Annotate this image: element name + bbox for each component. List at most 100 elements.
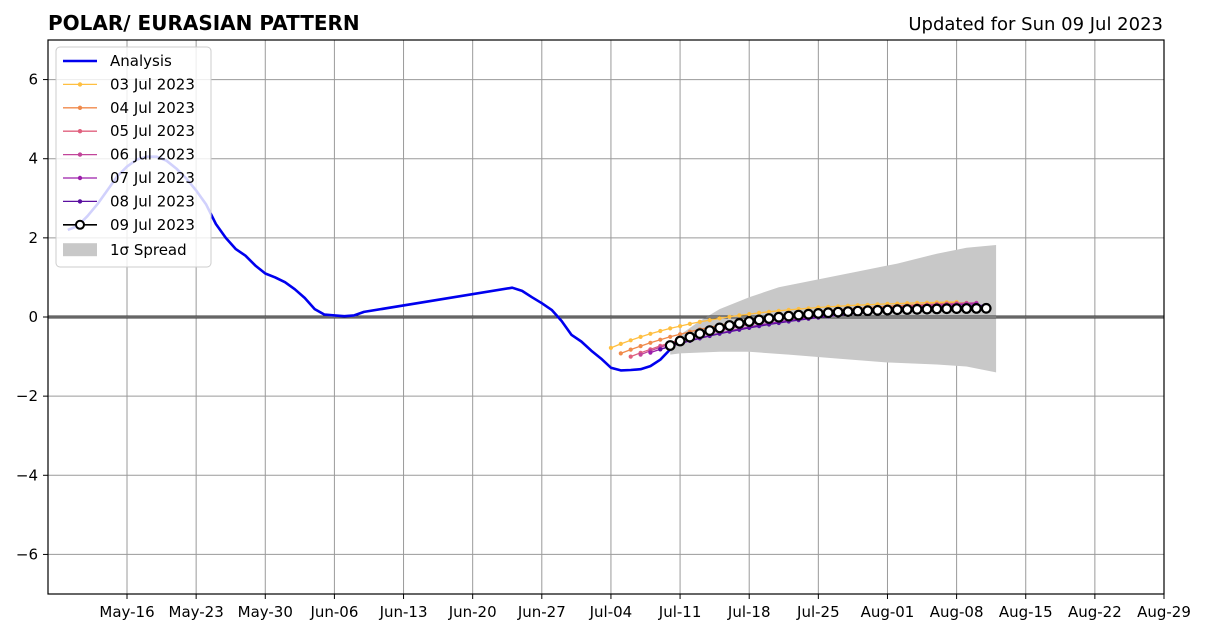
forecast-point-0-15 [756, 310, 762, 315]
legend: Analysis 03 Jul 2023 04 Jul 2023 05 Jul 202… [55, 46, 212, 268]
x-tick-label-10: Jul-25 [796, 603, 840, 621]
forecast-series [608, 299, 992, 359]
forecast-point-6-0 [664, 340, 676, 351]
forecast-point-0-0 [608, 345, 614, 350]
x-axis-ticks: May-16 May-23 May-30 Jun-06 Jun-13 Jun-20 Jun-… [99, 594, 1191, 621]
forecast-point-6-17 [832, 306, 844, 318]
forecast-point-0-11 [717, 316, 722, 321]
forecast-point-0-12 [727, 314, 732, 319]
forecast-point-6-3 [694, 328, 706, 340]
x-tick-label-1: May-23 [169, 603, 224, 621]
x-tick-label-14: Aug-22 [1068, 603, 1122, 621]
x-tick-label-15: Aug-29 [1137, 603, 1191, 621]
y-axis-ticks: 6 4 2 0 −2 −4 −6 [16, 71, 48, 563]
forecast-point-1-1 [628, 347, 633, 352]
legend-label-6: 09 Jul 2023 [110, 216, 195, 234]
forecast-point-6-30 [961, 303, 972, 314]
legend-label-4: 07 Jul 2023 [110, 169, 195, 187]
legend-swatch-marker-0 [77, 82, 83, 87]
forecast-point-6-31 [971, 303, 982, 314]
legend-swatch-marker-1 [77, 105, 83, 110]
y-tick-label-5: −4 [16, 466, 38, 484]
forecast-point-6-25 [911, 303, 923, 315]
y-tick-label-1: 4 [28, 150, 38, 168]
legend-swatch-marker-3 [77, 152, 83, 157]
x-tick-label-4: Jun-13 [379, 603, 428, 621]
forecast-point-0-9 [697, 319, 702, 324]
y-tick-label-2: 2 [28, 229, 38, 247]
legend-label-5: 08 Jul 2023 [110, 192, 195, 210]
x-tick-label-9: Jul-18 [727, 603, 771, 621]
forecast-point-6-22 [882, 304, 893, 316]
x-tick-label-0: May-16 [99, 603, 154, 621]
forecast-6 [664, 302, 992, 351]
forecast-point-0-10 [707, 317, 712, 323]
forecast-point-0-4 [648, 331, 653, 336]
forecast-point-6-16 [822, 307, 834, 319]
chart-subtitle: Updated for Sun 09 Jul 2023 [908, 14, 1163, 35]
forecast-point-6-2 [684, 331, 696, 343]
y-tick-label-4: −2 [16, 387, 38, 405]
forecast-point-6-8 [743, 316, 755, 327]
forecast-point-0-6 [668, 326, 673, 331]
spread-area [670, 245, 997, 373]
forecast-point-6-14 [803, 308, 814, 320]
zero-line [48, 315, 1164, 319]
forecast-point-3-0 [638, 352, 643, 357]
forecast-point-6-27 [931, 303, 943, 315]
forecast-point-6-23 [891, 304, 903, 316]
forecast-point-6-28 [941, 303, 953, 315]
forecast-point-0-16 [766, 309, 772, 314]
x-tick-label-3: Jun-06 [309, 603, 358, 621]
forecast-point-6-11 [773, 311, 785, 323]
chart-title: POLAR/ EURASIAN PATTERN [48, 11, 360, 35]
forecast-point-6-6 [724, 320, 735, 331]
x-tick-label-13: Aug-15 [999, 603, 1053, 621]
forecast-point-0-14 [747, 311, 752, 317]
forecast-point-6-24 [901, 304, 913, 315]
forecast-point-1-0 [618, 351, 623, 356]
x-tick-label-2: May-30 [238, 603, 293, 621]
forecast-point-0-5 [658, 328, 663, 334]
legend-label-1: 04 Jul 2023 [110, 99, 195, 117]
legend-label-spread: 1σ Spread [110, 241, 187, 259]
forecast-point-4-0 [648, 350, 653, 355]
forecast-point-0-2 [628, 338, 633, 343]
forecast-point-0-8 [687, 321, 693, 326]
legend-swatch-marker-6 [75, 219, 85, 230]
y-tick-label-0: 6 [28, 71, 38, 89]
legend-swatch-spread [63, 243, 97, 257]
forecast-point-6-7 [733, 318, 745, 329]
x-tick-label-12: Aug-08 [930, 603, 984, 621]
forecast-point-0-13 [737, 313, 742, 318]
y-tick-label-3: 0 [28, 308, 38, 326]
forecast-point-5-0 [658, 347, 663, 352]
forecast-point-6-13 [793, 309, 804, 321]
legend-label-2: 05 Jul 2023 [110, 122, 195, 140]
forecast-point-6-18 [842, 306, 854, 318]
forecast-point-6-32 [980, 302, 992, 314]
x-tick-label-6: Jun-27 [517, 603, 566, 621]
legend-label-0: 03 Jul 2023 [110, 75, 195, 93]
legend-swatch-marker-5 [77, 199, 83, 204]
forecast-point-1-5 [668, 334, 673, 339]
forecast-point-1-4 [658, 337, 663, 342]
forecast-point-6-26 [921, 303, 933, 315]
forecast-point-6-15 [812, 308, 824, 319]
forecast-point-6-9 [753, 314, 765, 326]
forecast-point-6-4 [704, 325, 716, 337]
x-tick-label-8: Jul-11 [658, 603, 702, 621]
forecast-point-6-20 [862, 305, 874, 317]
forecast-point-6-29 [951, 303, 962, 315]
forecast-point-6-21 [872, 304, 883, 316]
x-tick-label-11: Aug-01 [861, 603, 915, 621]
x-tick-label-7: Jul-04 [589, 603, 633, 621]
legend-label-analysis: Analysis [110, 52, 172, 70]
forecast-point-0-7 [677, 323, 683, 329]
forecast-point-0-3 [638, 334, 643, 339]
grid [48, 40, 1165, 594]
legend-swatch-marker-2 [77, 128, 83, 134]
x-tick-label-5: Jun-20 [448, 603, 497, 621]
forecast-point-6-1 [674, 335, 686, 347]
